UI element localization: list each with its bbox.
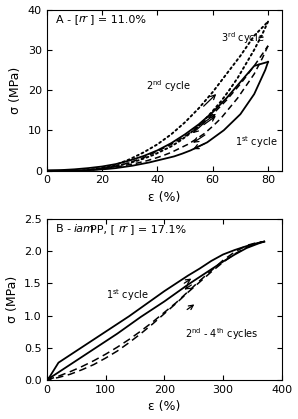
Text: ] = 11.0%: ] = 11.0% xyxy=(90,14,146,24)
Y-axis label: σ (MPa): σ (MPa) xyxy=(6,276,18,323)
Text: PP, [: PP, [ xyxy=(90,224,115,234)
Text: 3$^{\mathrm{rd}}$ cycle: 3$^{\mathrm{rd}}$ cycle xyxy=(221,30,265,46)
X-axis label: ε (%): ε (%) xyxy=(148,401,181,414)
Text: iam: iam xyxy=(74,224,95,234)
Text: B -: B - xyxy=(56,224,75,234)
Text: rr: rr xyxy=(118,224,128,234)
Text: 2$^{\mathrm{nd}}$ - 4$^{\mathrm{th}}$ cycles: 2$^{\mathrm{nd}}$ - 4$^{\mathrm{th}}$ cy… xyxy=(185,326,258,341)
Text: 2$^{\mathrm{nd}}$ cycle: 2$^{\mathrm{nd}}$ cycle xyxy=(146,78,191,94)
Text: ] = 17.1%: ] = 17.1% xyxy=(130,224,186,234)
Text: rr: rr xyxy=(78,14,88,24)
Text: 1$^{\mathrm{st}}$ cycle: 1$^{\mathrm{st}}$ cycle xyxy=(235,134,277,150)
Text: A - [: A - [ xyxy=(56,14,79,24)
Text: 1$^{\mathrm{st}}$ cycle: 1$^{\mathrm{st}}$ cycle xyxy=(105,287,148,303)
Y-axis label: σ (MPa): σ (MPa) xyxy=(9,67,22,114)
X-axis label: ε (%): ε (%) xyxy=(148,191,181,204)
